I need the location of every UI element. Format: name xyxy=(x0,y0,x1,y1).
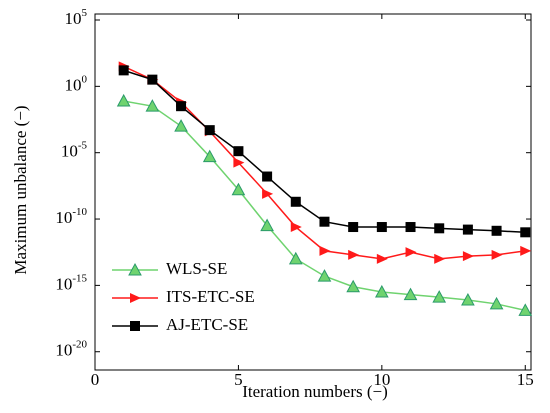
x-tick-label: 15 xyxy=(517,370,534,389)
y-tick-label: 10-5 xyxy=(61,139,88,160)
data-point xyxy=(520,227,531,238)
legend-label: ITS-ETC-SE xyxy=(166,287,255,306)
legend-marker xyxy=(130,293,141,303)
data-point xyxy=(319,245,331,256)
x-tick-label: 10 xyxy=(373,370,390,389)
y-tick-label: 100 xyxy=(65,73,88,94)
y-tick-label: 10-15 xyxy=(55,272,87,293)
legend-marker xyxy=(130,321,140,331)
y-axis-label: Maximum unbalance (−) xyxy=(11,105,30,274)
legend-marker xyxy=(128,262,142,276)
data-point xyxy=(174,119,188,132)
data-point xyxy=(262,171,273,182)
legend-label: AJ-ETC-SE xyxy=(166,315,248,334)
data-point xyxy=(176,101,187,112)
y-tick-label: 10-10 xyxy=(55,206,87,227)
data-point xyxy=(491,225,502,236)
data-point xyxy=(491,249,503,260)
data-point xyxy=(147,74,158,85)
data-point xyxy=(403,287,418,301)
data-point xyxy=(260,218,274,232)
data-point xyxy=(348,222,359,233)
data-point xyxy=(462,224,473,235)
data-point xyxy=(319,216,330,227)
plot-frame xyxy=(94,13,532,371)
data-point xyxy=(434,253,446,264)
data-point xyxy=(434,223,445,234)
data-point xyxy=(118,65,129,76)
data-point xyxy=(204,125,215,136)
data-point xyxy=(346,279,361,293)
x-axis-label: Iteration numbers (−) xyxy=(242,382,388,401)
x-tick-label: 0 xyxy=(91,370,100,389)
data-point xyxy=(405,222,416,233)
data-point xyxy=(317,269,332,282)
data-point xyxy=(116,93,131,107)
data-point xyxy=(348,249,360,260)
data-point xyxy=(290,196,301,207)
data-point xyxy=(145,99,160,112)
data-point xyxy=(290,222,302,233)
data-point xyxy=(432,290,447,303)
legend-label: WLS-SE xyxy=(166,259,227,278)
data-point xyxy=(288,251,303,265)
data-point xyxy=(489,296,504,310)
data-point xyxy=(462,251,474,262)
data-point xyxy=(231,182,246,196)
y-tick-label: 105 xyxy=(65,7,88,28)
data-point xyxy=(376,253,388,264)
x-tick-label: 5 xyxy=(234,370,243,389)
data-point xyxy=(520,245,532,256)
y-tick-label: 10-20 xyxy=(55,338,87,359)
data-point xyxy=(262,188,274,199)
data-point xyxy=(233,146,244,157)
data-point xyxy=(405,247,417,258)
data-point xyxy=(518,303,533,316)
data-point xyxy=(374,284,389,298)
data-point xyxy=(376,222,387,233)
data-point xyxy=(233,157,245,168)
data-point xyxy=(461,292,475,306)
data-point xyxy=(202,149,217,163)
